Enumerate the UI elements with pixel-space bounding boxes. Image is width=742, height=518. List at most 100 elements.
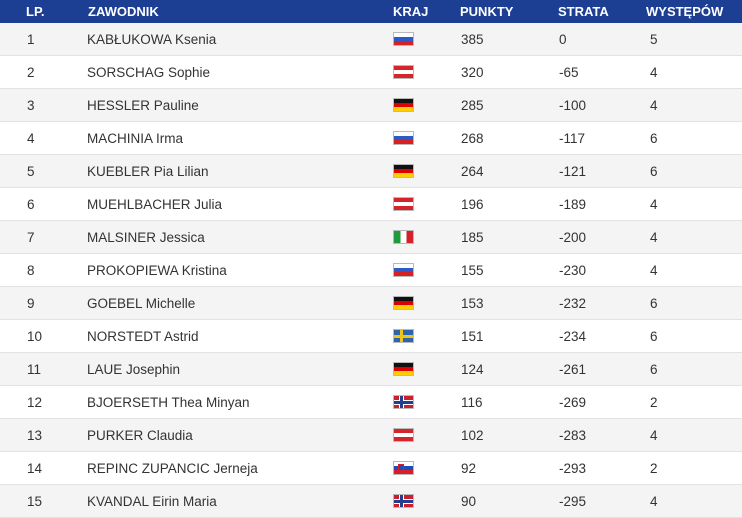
row-gap: -234 — [559, 328, 587, 344]
ru-flag-icon — [393, 32, 414, 46]
row-lp: 1 — [27, 31, 35, 47]
at-flag-icon — [393, 65, 414, 79]
row-gap: 0 — [559, 31, 567, 47]
row-gap: -65 — [559, 64, 579, 80]
row-starts: 6 — [650, 130, 658, 146]
athlete-name: MUEHLBACHER Julia — [87, 196, 223, 212]
country-cell — [365, 296, 433, 310]
header-name[interactable]: ZAWODNIK — [88, 4, 159, 19]
table-row[interactable]: 10 NORSTEDT Astrid 151 -234 6 — [0, 320, 742, 353]
row-points: 196 — [461, 196, 484, 212]
row-points: 124 — [461, 361, 484, 377]
row-points: 151 — [461, 328, 484, 344]
table-row[interactable]: 15 KVANDAL Eirin Maria 90 -295 4 — [0, 485, 742, 518]
table-body: 1 KABŁUKOWA Ksenia 385 0 5 2 SORSCHAG Sophie 32… — [0, 23, 742, 518]
country-cell — [365, 98, 433, 112]
athlete-name: KUEBLER Pia Lilian — [87, 163, 209, 179]
row-gap: -100 — [559, 97, 587, 113]
table-row[interactable]: 13 PURKER Claudia 102 -283 4 — [0, 419, 742, 452]
athlete-name: HESSLER Pauline — [87, 97, 199, 113]
row-points: 285 — [461, 97, 484, 113]
row-lp: 10 — [27, 328, 43, 344]
row-points: 116 — [461, 394, 483, 410]
row-gap: -269 — [559, 394, 587, 410]
row-points: 385 — [461, 31, 484, 47]
table-row[interactable]: 1 KABŁUKOWA Ksenia 385 0 5 — [0, 23, 742, 56]
country-cell — [365, 263, 433, 277]
it-flag-icon — [393, 230, 414, 244]
country-cell — [365, 65, 433, 79]
row-gap: -283 — [559, 427, 587, 443]
table-row[interactable]: 2 SORSCHAG Sophie 320 -65 4 — [0, 56, 742, 89]
header-gap[interactable]: STRATA — [558, 4, 609, 19]
table-row[interactable]: 7 MALSINER Jessica 185 -200 4 — [0, 221, 742, 254]
no-flag-icon — [393, 494, 414, 508]
row-points: 102 — [461, 427, 484, 443]
row-starts: 4 — [650, 427, 658, 443]
country-cell — [365, 32, 433, 46]
row-lp: 7 — [27, 229, 35, 245]
athlete-name: PURKER Claudia — [87, 427, 193, 443]
athlete-name: KVANDAL Eirin Maria — [87, 493, 217, 509]
row-lp: 11 — [27, 361, 42, 377]
ru-flag-icon — [393, 131, 414, 145]
row-points: 268 — [461, 130, 484, 146]
athlete-name: MALSINER Jessica — [87, 229, 205, 245]
se-flag-icon — [393, 329, 414, 343]
country-cell — [365, 230, 433, 244]
row-starts: 5 — [650, 31, 658, 47]
row-lp: 15 — [27, 493, 43, 509]
row-starts: 4 — [650, 493, 658, 509]
table-row[interactable]: 3 HESSLER Pauline 285 -100 4 — [0, 89, 742, 122]
table-row[interactable]: 8 PROKOPIEWA Kristina 155 -230 4 — [0, 254, 742, 287]
athlete-name: MACHINIA Irma — [87, 130, 184, 146]
si-flag-icon — [393, 461, 414, 475]
country-cell — [365, 197, 433, 211]
country-cell — [365, 164, 433, 178]
row-gap: -121 — [559, 163, 587, 179]
at-flag-icon — [393, 428, 414, 442]
country-cell — [365, 494, 433, 508]
row-points: 153 — [461, 295, 484, 311]
row-lp: 5 — [27, 163, 35, 179]
row-starts: 6 — [650, 361, 658, 377]
ru-flag-icon — [393, 263, 414, 277]
athlete-name: KABŁUKOWA Ksenia — [87, 31, 217, 47]
row-lp: 3 — [27, 97, 35, 113]
table-row[interactable]: 9 GOEBEL Michelle 153 -232 6 — [0, 287, 742, 320]
header-starts[interactable]: WYSTĘPÓW — [646, 4, 724, 19]
row-starts: 4 — [650, 97, 658, 113]
country-cell — [365, 329, 433, 343]
header-country[interactable]: KRAJ — [393, 4, 429, 19]
country-cell — [365, 131, 433, 145]
row-gap: -295 — [559, 493, 587, 509]
athlete-name: BJOERSETH Thea Minyan — [87, 394, 250, 410]
table-row[interactable]: 4 MACHINIA Irma 268 -117 6 — [0, 122, 742, 155]
row-starts: 4 — [650, 229, 658, 245]
athlete-name: REPINC ZUPANCIC Jerneja — [87, 460, 258, 476]
row-starts: 6 — [650, 328, 658, 344]
header-lp[interactable]: LP. — [26, 4, 45, 19]
row-gap: -189 — [559, 196, 587, 212]
de-flag-icon — [393, 164, 414, 178]
header-points[interactable]: PUNKTY — [460, 4, 514, 19]
de-flag-icon — [393, 362, 414, 376]
row-lp: 12 — [27, 394, 43, 410]
row-lp: 2 — [27, 64, 35, 80]
table-row[interactable]: 5 KUEBLER Pia Lilian 264 -121 6 — [0, 155, 742, 188]
athlete-name: PROKOPIEWA Kristina — [87, 262, 227, 278]
row-gap: -293 — [559, 460, 587, 476]
athlete-name: NORSTEDT Astrid — [87, 328, 199, 344]
row-points: 155 — [461, 262, 484, 278]
row-gap: -232 — [559, 295, 587, 311]
row-points: 185 — [461, 229, 484, 245]
row-lp: 9 — [27, 295, 35, 311]
athlete-name: GOEBEL Michelle — [87, 295, 196, 311]
row-lp: 13 — [27, 427, 43, 443]
table-row[interactable]: 12 BJOERSETH Thea Minyan 116 -269 2 — [0, 386, 742, 419]
table-row[interactable]: 6 MUEHLBACHER Julia 196 -189 4 — [0, 188, 742, 221]
table-row[interactable]: 14 REPINC ZUPANCIC Jerneja 92 -293 2 — [0, 452, 742, 485]
country-cell — [365, 362, 433, 376]
table-row[interactable]: 11 LAUE Josephin 124 -261 6 — [0, 353, 742, 386]
